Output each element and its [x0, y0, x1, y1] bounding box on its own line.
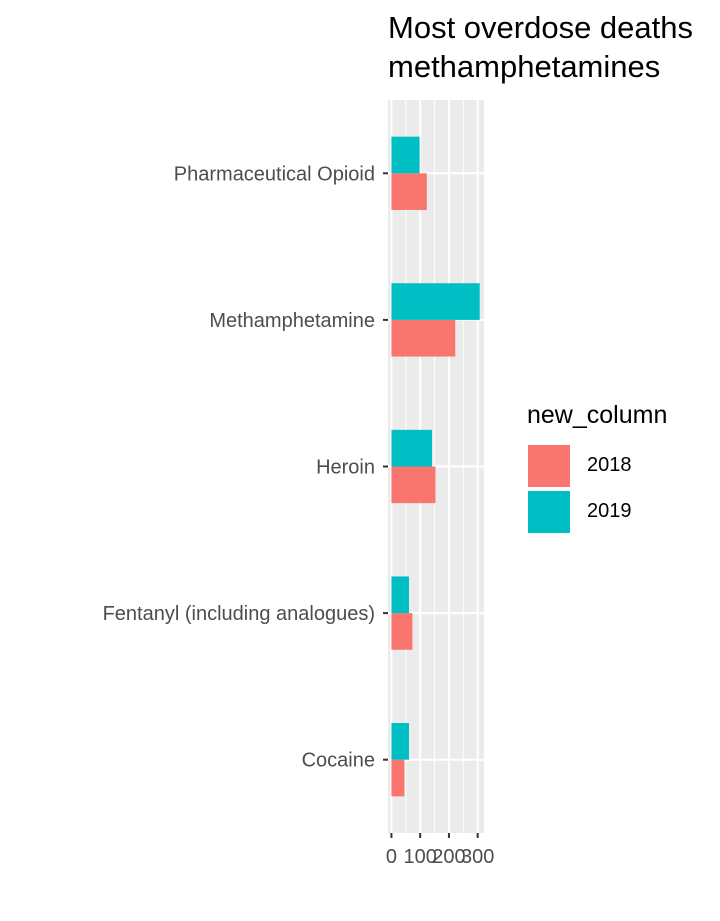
legend-key-2019 [527, 490, 571, 534]
legend-title: new_column [527, 401, 668, 429]
chart-title-line-2: methamphetamines [388, 49, 661, 84]
bar-2019-4 [391, 723, 409, 760]
bar-2019-0 [391, 136, 420, 174]
bar-2018-0 [391, 173, 427, 210]
legend-label-2018: 2018 [587, 454, 632, 476]
x-tick-label: 100 [404, 846, 437, 868]
bar-2019-1 [391, 283, 480, 320]
bar-2018-3 [391, 613, 413, 650]
x-tick-label: 300 [461, 846, 494, 868]
legend-key-2018 [527, 444, 571, 488]
legend-item-2019: 2019 [527, 490, 720, 536]
legend-label-2019: 2019 [587, 500, 632, 522]
bar-2019-2 [391, 429, 432, 467]
y-tick-label: Methamphetamine [209, 310, 375, 332]
y-tick-label: Fentanyl (including analogues) [103, 603, 375, 625]
bar-2019-3 [391, 576, 409, 614]
x-tick-label: 0 [386, 846, 397, 868]
y-axis: Pharmaceutical Opioid Methamphetamine Hero… [103, 163, 388, 772]
x-tick-label: 200 [432, 846, 465, 868]
bar-2018-2 [391, 466, 436, 504]
y-tick-label: Pharmaceutical Opioid [174, 163, 375, 185]
y-tick-label: Heroin [316, 457, 375, 479]
y-tick-label: Cocaine [302, 750, 375, 772]
bars-layer [391, 136, 480, 797]
legend-item-2018: 2018 [527, 444, 720, 490]
chart-title-line-1: Most overdose deaths [388, 10, 694, 45]
bar-2018-4 [391, 759, 405, 797]
bar-2018-1 [391, 319, 456, 357]
